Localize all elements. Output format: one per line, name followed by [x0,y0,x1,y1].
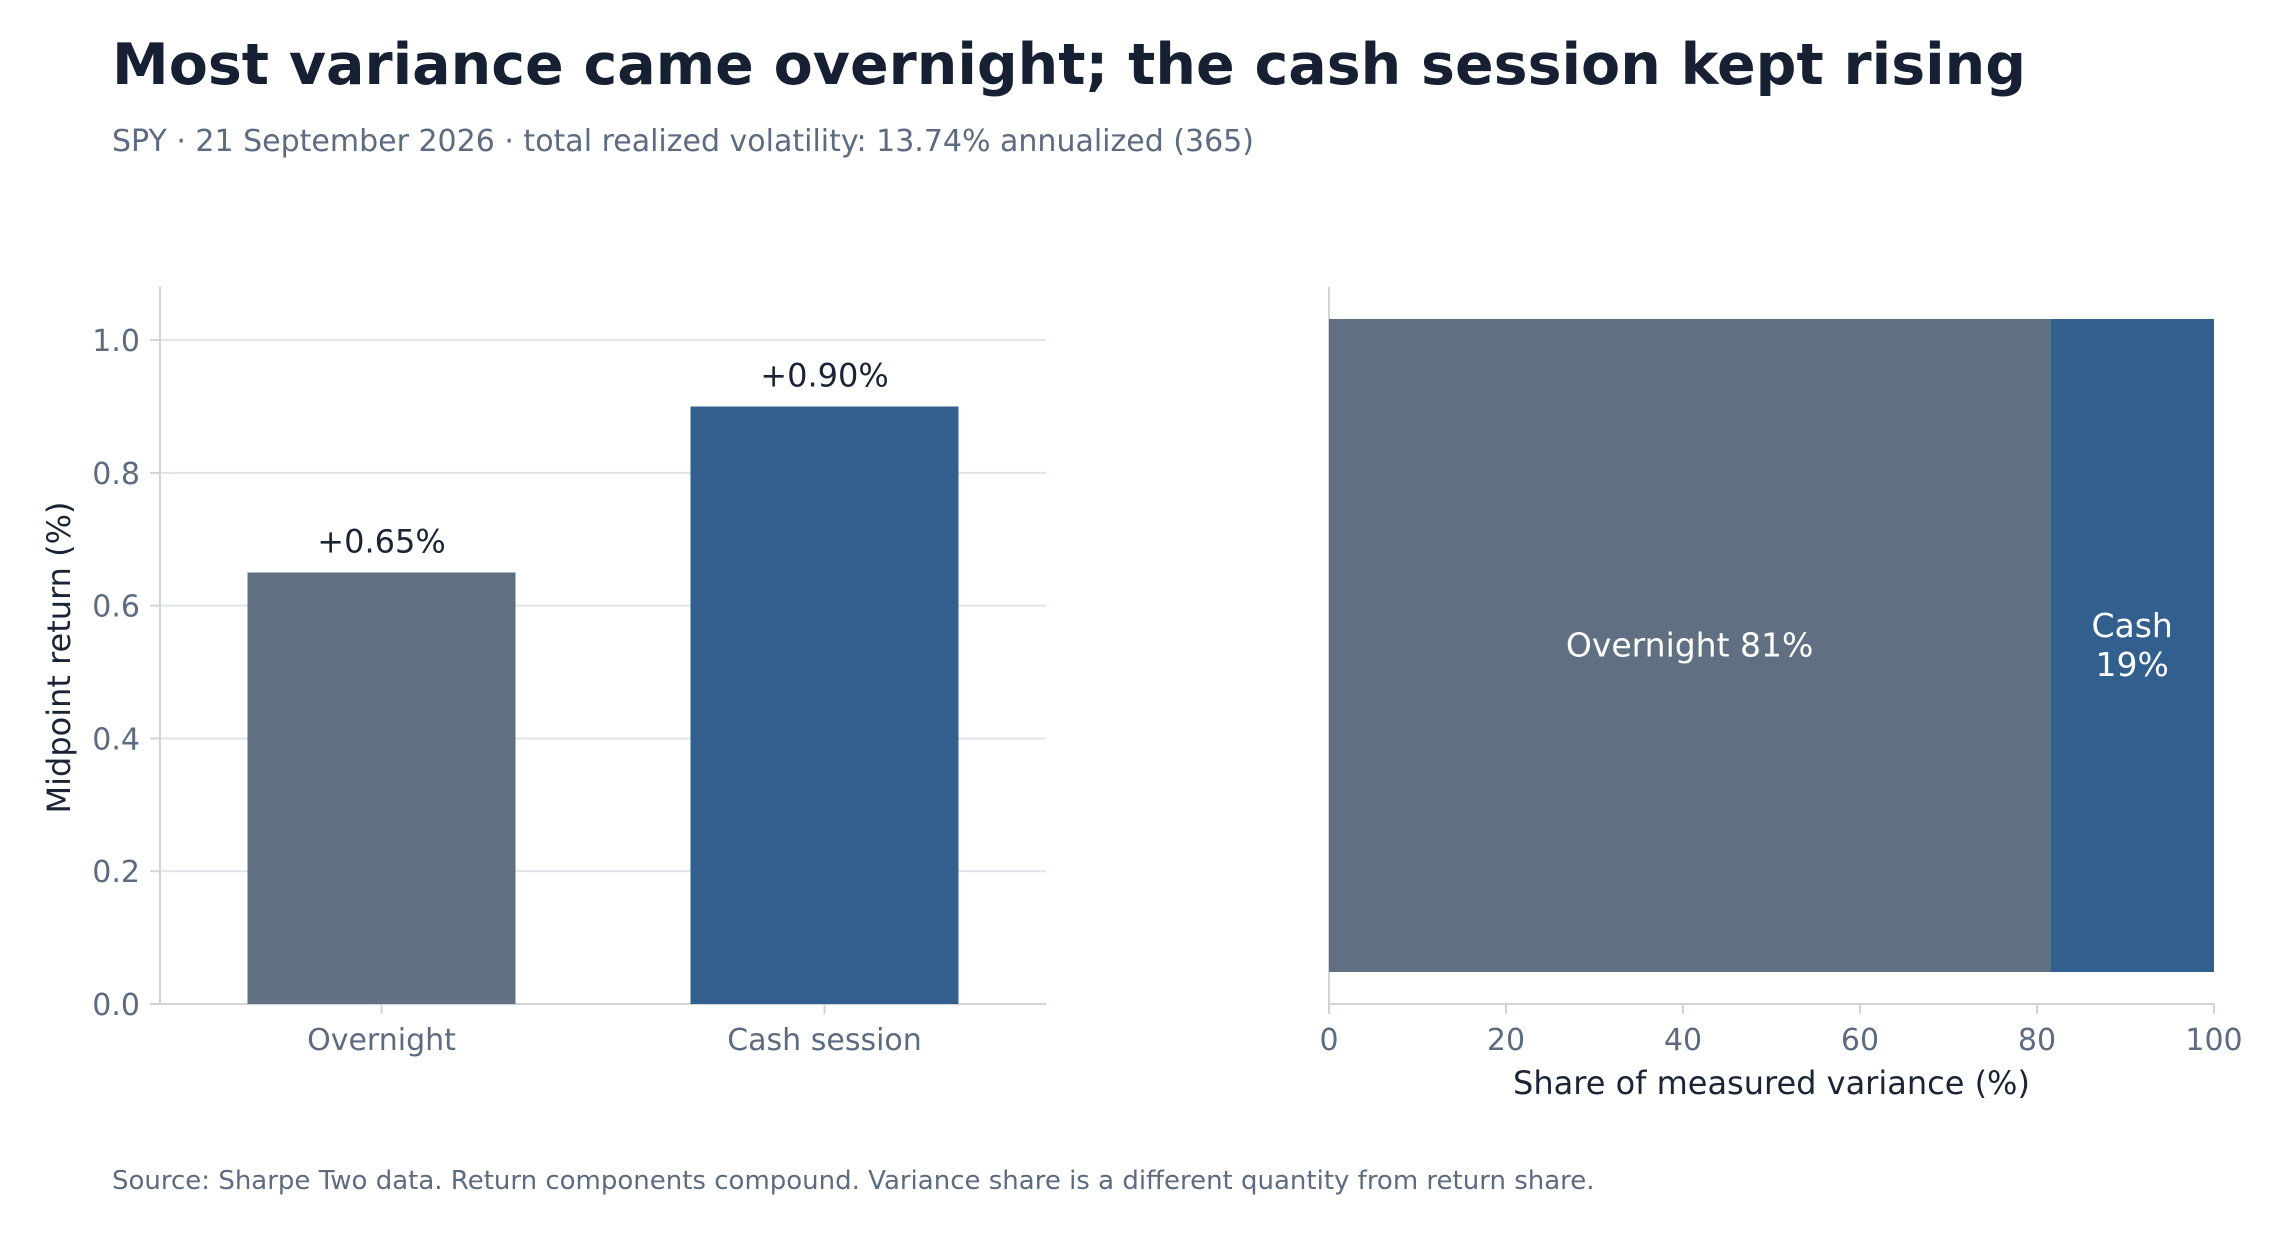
x-tick-label: Cash session [727,1023,922,1058]
bar-cash-session [690,406,959,1004]
page-subtitle: SPY · 21 September 2026 · total realized… [112,124,1254,159]
segment-label: 19% [2095,645,2168,684]
page-title: Most variance came overnight; the cash s… [112,32,2027,98]
segment-label: Cash [2091,606,2172,645]
x-tick-label: 0 [1319,1023,1338,1058]
x-axis-title: Share of measured variance (%) [1513,1064,2030,1102]
segment-overnight [1329,319,2051,972]
x-tick-label: Overnight [307,1023,456,1058]
x-tick-label: 80 [2018,1023,2056,1058]
x-tick-label: 20 [1487,1023,1525,1058]
return-bar-chart: 0.0 0.2 0.4 0.6 0.8 1.0 +0.65% Overnight +0.90% C… [40,287,1046,1058]
y-tick-label: 0.4 [92,722,140,757]
y-tick-label: 0.6 [92,590,140,625]
bar-data-label: +0.90% [760,357,888,395]
x-tick-label: 100 [2185,1023,2242,1058]
source-note: Source: Sharpe Two data. Return componen… [112,1166,1595,1196]
y-tick-label: 1.0 [92,324,140,359]
y-axis-title: Midpoint return (%) [40,502,78,814]
bar-data-label: +0.65% [317,522,445,560]
x-tick-label: 60 [1841,1023,1879,1058]
segment-cash [2050,319,2214,972]
bar-overnight [247,572,516,1004]
x-tick-label: 40 [1664,1023,1702,1058]
y-tick-label: 0.8 [92,457,140,492]
segment-label: Overnight 81% [1566,626,1814,665]
y-tick-label: 0.0 [92,988,140,1023]
y-tick-label: 0.2 [92,855,140,890]
